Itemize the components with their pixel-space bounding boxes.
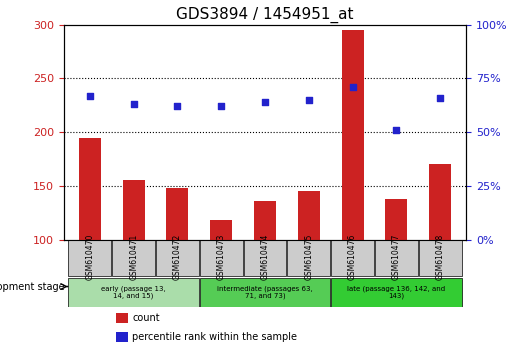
FancyBboxPatch shape (375, 240, 418, 276)
Bar (123, 181, 145, 347)
Text: GSM610472: GSM610472 (173, 234, 182, 280)
Point (261, 99, 269, 105)
FancyBboxPatch shape (244, 240, 286, 276)
Text: GSM610476: GSM610476 (348, 234, 357, 280)
Point (392, 127, 401, 133)
Point (436, 95, 444, 101)
Point (86, 93, 94, 98)
FancyBboxPatch shape (200, 240, 243, 276)
Text: count: count (132, 313, 160, 323)
Text: intermediate (passages 63,
71, and 73): intermediate (passages 63, 71, and 73) (217, 285, 313, 299)
Point (217, 104, 225, 109)
FancyBboxPatch shape (112, 240, 155, 276)
Bar (166, 188, 188, 347)
Bar (79, 137, 101, 347)
Text: GSM610475: GSM610475 (304, 234, 313, 280)
Bar (254, 201, 276, 347)
FancyBboxPatch shape (419, 240, 462, 276)
Bar (429, 164, 451, 347)
Text: GSM610474: GSM610474 (261, 234, 269, 280)
Bar (385, 199, 407, 347)
Text: GSM610477: GSM610477 (392, 234, 401, 280)
Text: GSM610470: GSM610470 (85, 234, 94, 280)
FancyBboxPatch shape (331, 240, 374, 276)
FancyBboxPatch shape (200, 278, 330, 307)
Point (348, 84, 357, 90)
Text: GSM610473: GSM610473 (217, 234, 226, 280)
FancyBboxPatch shape (68, 240, 111, 276)
Point (129, 101, 138, 107)
Bar (298, 191, 320, 347)
Bar (342, 30, 364, 347)
FancyBboxPatch shape (331, 278, 462, 307)
FancyBboxPatch shape (68, 278, 199, 307)
Bar (116, 332, 128, 342)
FancyBboxPatch shape (287, 240, 330, 276)
Text: percentile rank within the sample: percentile rank within the sample (132, 332, 297, 342)
Text: GSM610478: GSM610478 (436, 234, 445, 280)
Bar (116, 313, 128, 323)
FancyBboxPatch shape (156, 240, 199, 276)
Point (305, 97, 313, 103)
Text: early (passage 13,
14, and 15): early (passage 13, 14, and 15) (101, 285, 166, 299)
Point (173, 104, 182, 109)
Text: late (passage 136, 142, and
143): late (passage 136, 142, and 143) (347, 285, 445, 299)
Title: GDS3894 / 1454951_at: GDS3894 / 1454951_at (176, 7, 354, 23)
Text: development stage: development stage (0, 281, 65, 291)
Text: GSM610471: GSM610471 (129, 234, 138, 280)
Bar (210, 220, 232, 347)
